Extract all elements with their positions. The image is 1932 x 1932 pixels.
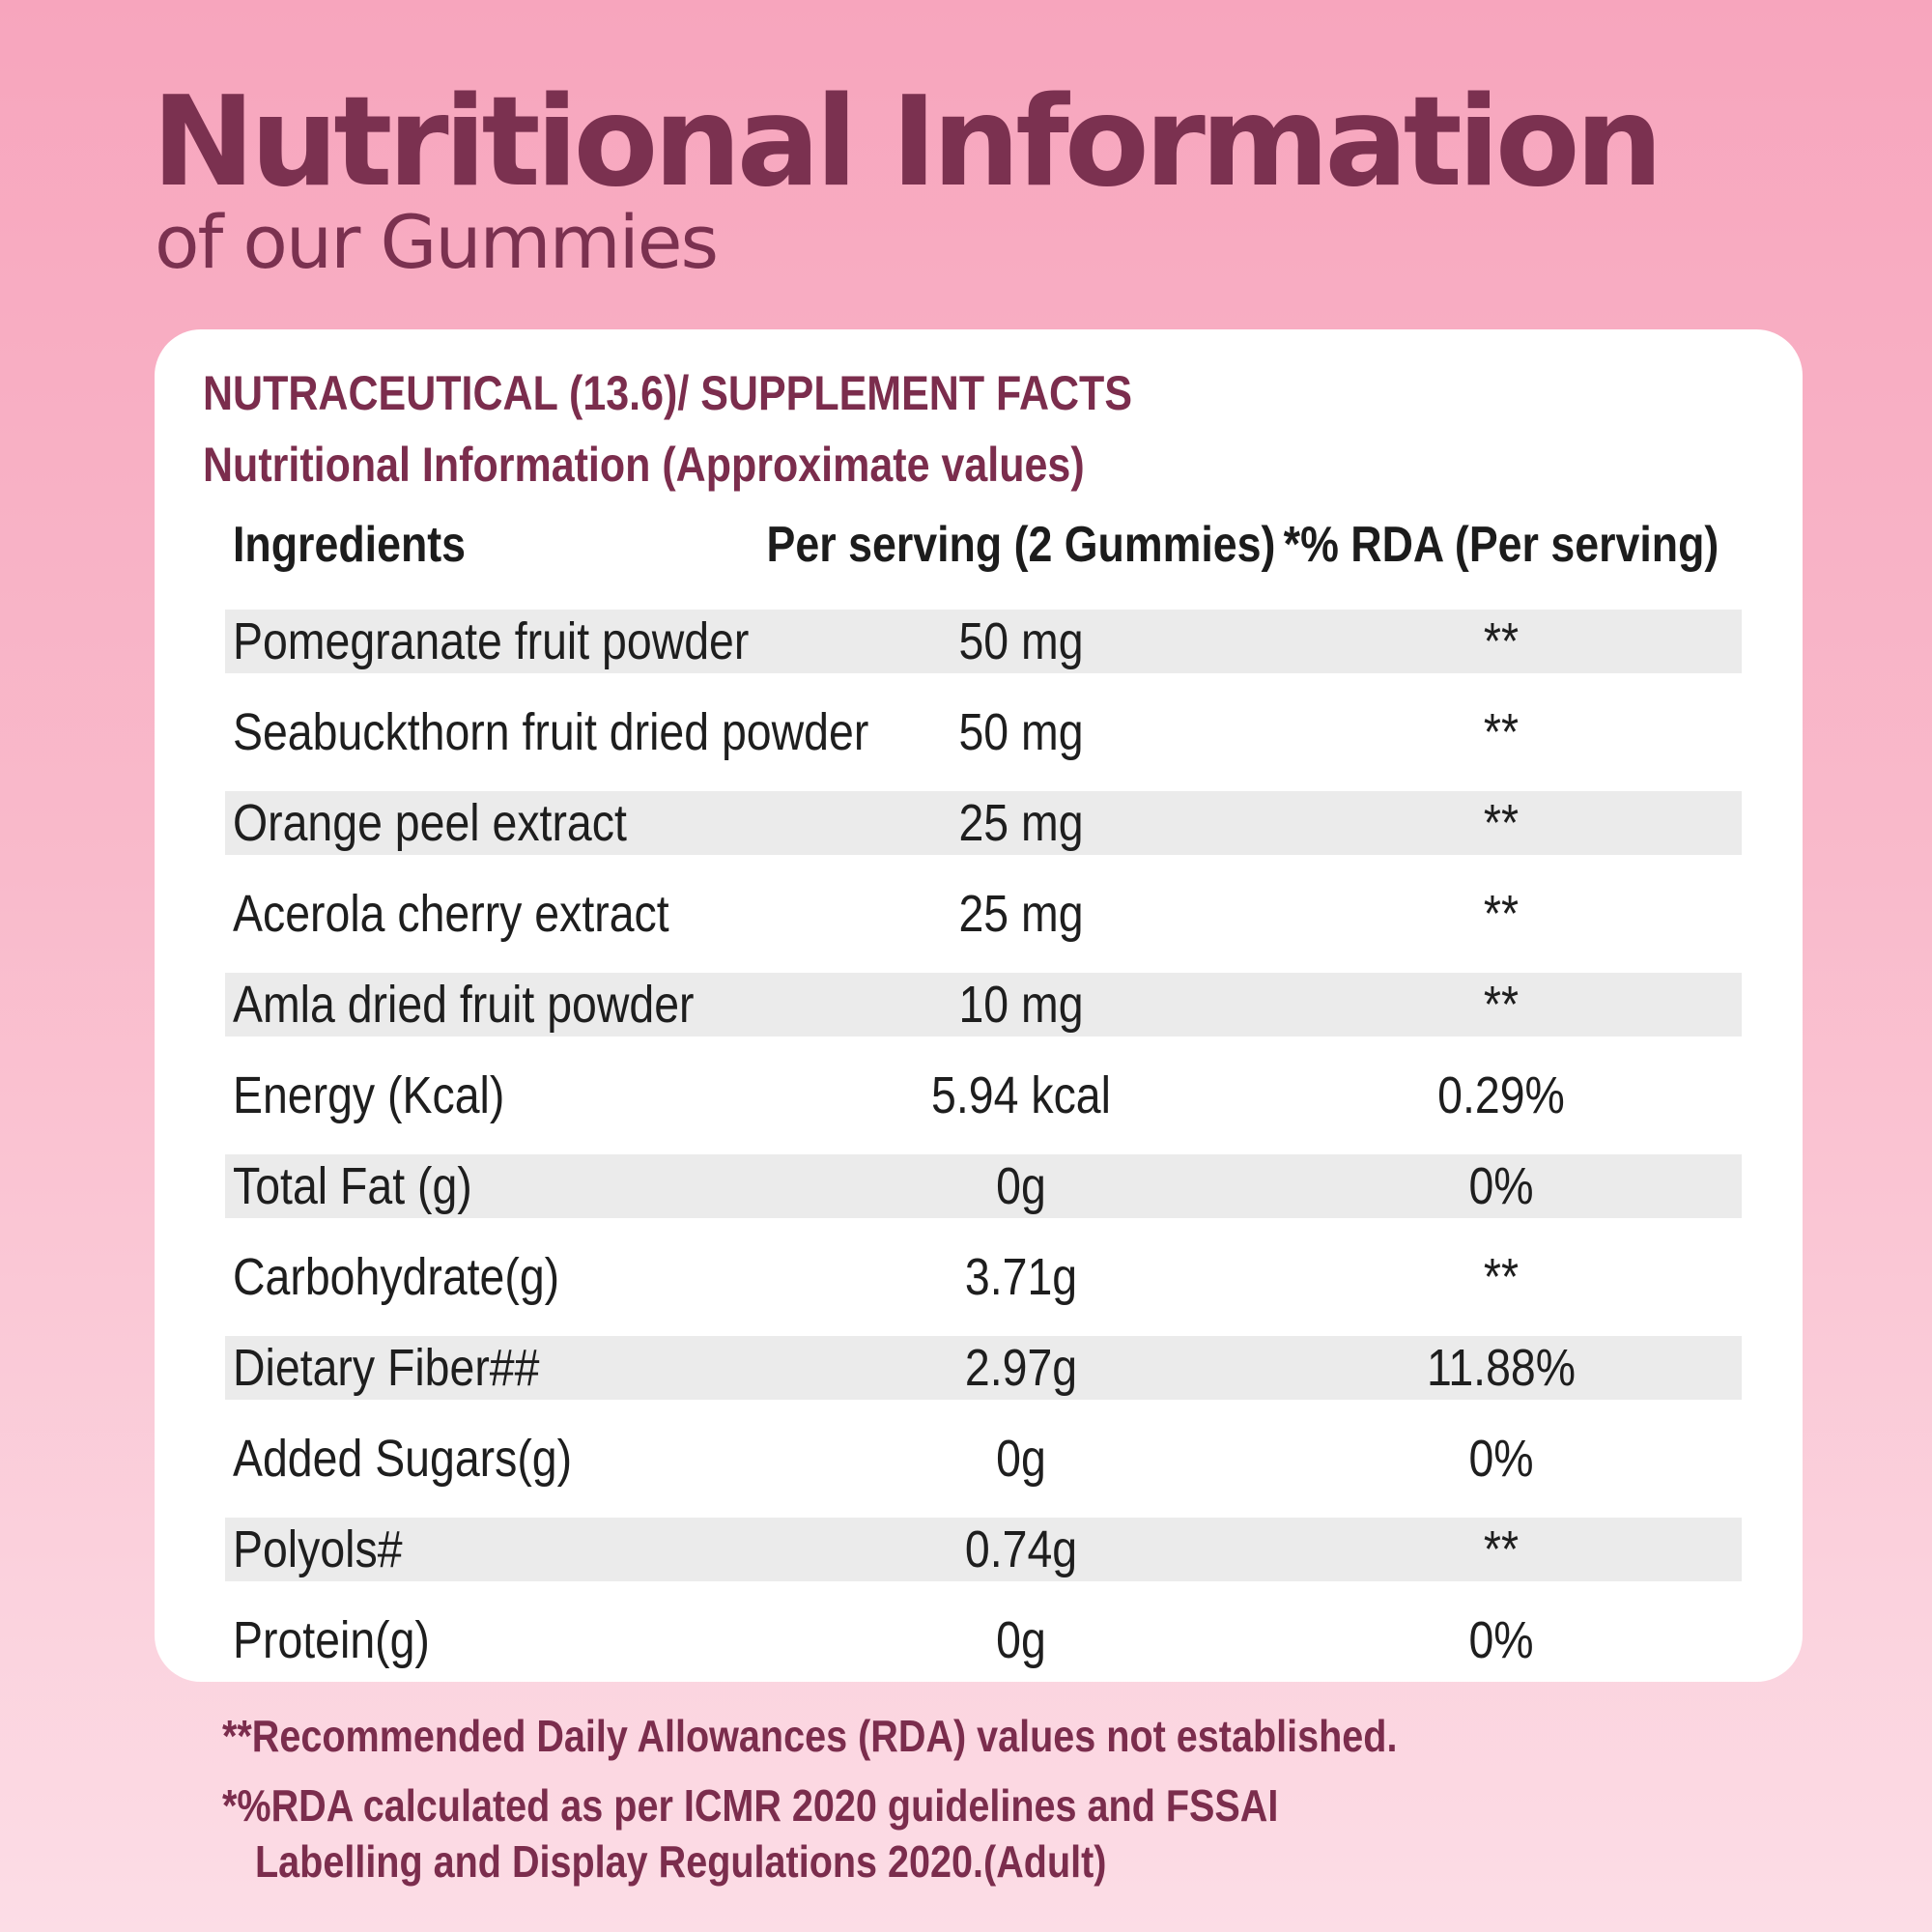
ingredient-name: Amla dried fruit powder [233, 976, 695, 1034]
table-row: Acerola cherry extract 25 mg ** [225, 882, 1742, 973]
rda-value: 11.88% [1426, 1339, 1577, 1397]
ingredient-name: Pomegranate fruit powder [233, 612, 750, 670]
table-row: Amla dried fruit powder 10 mg ** [225, 973, 1742, 1064]
table-row: Polyols# 0.74g ** [225, 1518, 1742, 1608]
per-serving-value: 0g [996, 1611, 1046, 1669]
table-row: Orange peel extract 25 mg ** [225, 791, 1742, 882]
rda-value: 0% [1468, 1430, 1534, 1488]
table-row: Energy (Kcal) 5.94 kcal 0.29% [225, 1064, 1742, 1154]
column-header-rda: *% RDA (Per serving) [1283, 517, 1719, 573]
table-row: Added Sugars(g) 0g 0% [225, 1427, 1742, 1518]
ingredient-name: Dietary Fiber## [233, 1339, 540, 1397]
ingredient-name: Acerola cherry extract [233, 885, 669, 943]
rda-value: ** [1483, 703, 1520, 761]
ingredient-name: Energy (Kcal) [233, 1066, 505, 1124]
table-row: Total Fat (g) 0g 0% [225, 1154, 1742, 1245]
rda-value: 0.29% [1437, 1066, 1565, 1124]
per-serving-value: 2.97g [964, 1339, 1078, 1397]
per-serving-value: 0.74g [964, 1520, 1078, 1578]
page-title: Nutritional Information [152, 71, 1663, 214]
column-header-per-serving: Per serving (2 Gummies) [766, 517, 1276, 573]
table-row: Dietary Fiber## 2.97g 11.88% [225, 1336, 1742, 1427]
supplement-facts-card: NUTRACEUTICAL (13.6)/ SUPPLEMENT FACTS N… [155, 329, 1803, 1682]
footnote-rda-calculation: *%RDA calculated as per ICMR 2020 guidel… [222, 1780, 1279, 1831]
per-serving-value: 0g [996, 1430, 1046, 1488]
ingredient-name: Total Fat (g) [233, 1157, 472, 1215]
rda-value: ** [1483, 885, 1520, 943]
rda-value: ** [1483, 612, 1520, 670]
facts-heading: NUTRACEUTICAL (13.6)/ SUPPLEMENT FACTS [203, 366, 1133, 420]
rda-value: 0% [1468, 1611, 1534, 1669]
ingredient-name: Added Sugars(g) [233, 1430, 573, 1488]
ingredient-name: Protein(g) [233, 1611, 430, 1669]
per-serving-value: 50 mg [958, 612, 1084, 670]
ingredient-name: Orange peel extract [233, 794, 627, 852]
table-row: Protein(g) 0g 0% [225, 1608, 1742, 1682]
rda-value: ** [1483, 1248, 1520, 1306]
rda-value: ** [1483, 976, 1520, 1034]
per-serving-value: 25 mg [958, 885, 1084, 943]
table-row: Carbohydrate(g) 3.71g ** [225, 1245, 1742, 1336]
footnote-rda-calculation-continued: Labelling and Display Regulations 2020.(… [255, 1836, 1107, 1887]
rda-value: ** [1483, 794, 1520, 852]
ingredient-name: Seabuckthorn fruit dried powder [233, 703, 869, 761]
per-serving-value: 5.94 kcal [931, 1066, 1111, 1124]
ingredient-name: Carbohydrate(g) [233, 1248, 560, 1306]
ingredient-name: Polyols# [233, 1520, 403, 1578]
footnote-rda-not-established: **Recommended Daily Allowances (RDA) val… [222, 1711, 1398, 1761]
per-serving-value: 25 mg [958, 794, 1084, 852]
nutrition-table-body: Pomegranate fruit powder 50 mg ** Seabuc… [225, 610, 1742, 1682]
table-header: Ingredients Per serving (2 Gummies) *% R… [155, 510, 1803, 580]
rda-value: 0% [1468, 1157, 1534, 1215]
per-serving-value: 10 mg [958, 976, 1084, 1034]
rda-value: ** [1483, 1520, 1520, 1578]
per-serving-value: 50 mg [958, 703, 1084, 761]
table-row: Pomegranate fruit powder 50 mg ** [225, 610, 1742, 700]
per-serving-value: 3.71g [964, 1248, 1078, 1306]
table-row: Seabuckthorn fruit dried powder 50 mg ** [225, 700, 1742, 791]
page-subtitle: of our Gummies [155, 199, 719, 285]
facts-subheading: Nutritional Information (Approximate val… [203, 438, 1085, 492]
per-serving-value: 0g [996, 1157, 1046, 1215]
column-header-ingredients: Ingredients [233, 517, 467, 573]
